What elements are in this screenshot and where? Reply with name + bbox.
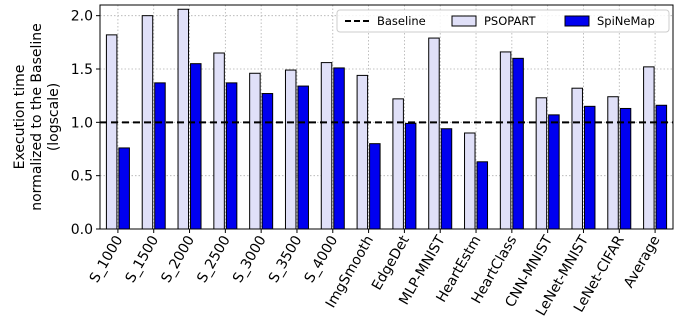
x-tick-label: S_1500 <box>123 233 163 286</box>
x-tick-label: S_3500 <box>266 233 306 286</box>
bar-psopart-s_4000 <box>320 62 333 230</box>
y-axis-title-line: normalized to the Baseline <box>29 23 45 211</box>
bar-psopart-s_2000 <box>177 8 190 230</box>
bar-psopart-lenet-mnist <box>571 87 583 230</box>
bar-psopart-s_3000 <box>249 72 261 230</box>
bar-spinemap-s_3500 <box>297 85 309 230</box>
x-tick-label: S_4000 <box>302 233 342 286</box>
y-ticks: 0.0 0.5 1.0 1.5 2.0 <box>71 9 100 238</box>
bar-spinemap-s_1000 <box>118 147 130 230</box>
bar-spinemap-cnn-mnist <box>548 114 560 230</box>
bar-spinemap-s_2500 <box>225 82 238 230</box>
bar-psopart-imgsmooth <box>356 74 369 230</box>
bar-spinemap-s_1500 <box>154 82 166 230</box>
y-axis-title-line: (logscale) <box>46 83 62 151</box>
x-tick-label: S_2000 <box>158 233 198 286</box>
bar-psopart-s_2500 <box>213 52 225 230</box>
plot-frame <box>99 4 674 230</box>
legend-psopart-label: PSOPART <box>484 14 537 28</box>
bar-spinemap-average <box>655 104 668 230</box>
bar-spinemap-imgsmooth <box>369 143 381 230</box>
y-tick-label: 1.5 <box>71 62 93 78</box>
bar-spinemap-mlp-mnist <box>440 128 453 230</box>
bar-psopart-s_1000 <box>105 34 118 230</box>
bar-psopart-lenet-cifar <box>607 96 619 230</box>
bar-psopart-mlp-mnist <box>428 37 440 230</box>
bar-spinemap-s_2000 <box>190 63 202 230</box>
bar-psopart-cnn-mnist <box>535 97 548 230</box>
bars <box>105 8 668 230</box>
y-axis-title: Execution time normalized to the Baseline… <box>12 23 62 211</box>
bar-spinemap-s_3000 <box>261 93 274 230</box>
bar-psopart-s_3500 <box>284 69 297 230</box>
bar-spinemap-edgedet <box>404 122 417 230</box>
y-axis-title-line: Execution time <box>12 65 28 170</box>
bar-spinemap-heartclass <box>512 57 524 230</box>
x-tick-label: S_2500 <box>194 233 234 286</box>
legend-psopart-swatch <box>451 15 477 27</box>
legend: Baseline PSOPART SpiNeMap <box>336 9 670 33</box>
bar-psopart-heartclass <box>499 51 512 230</box>
bar-spinemap-s_4000 <box>333 67 345 230</box>
bar-psopart-heartestm <box>464 132 476 230</box>
bar-spinemap-lenet-cifar <box>619 107 632 230</box>
legend-spinemap-label: SpiNeMap <box>597 14 655 28</box>
y-tick-label: 0.0 <box>71 222 93 238</box>
y-tick-label: 0.5 <box>71 169 93 185</box>
bar-psopart-edgedet <box>392 98 404 230</box>
bar-spinemap-heartestm <box>476 161 489 230</box>
x-tick-label: S_3000 <box>230 233 270 286</box>
y-tick-label: 2.0 <box>71 9 93 25</box>
bar-spinemap-lenet-mnist <box>583 105 596 230</box>
x-ticks: S_1000S_1500S_2000S_2500S_3000S_3500S_40… <box>87 229 664 319</box>
x-tick-label: S_1000 <box>87 233 127 286</box>
legend-spinemap-swatch <box>564 15 590 27</box>
bar-psopart-average <box>643 66 655 230</box>
legend-baseline-label: Baseline <box>377 14 426 28</box>
y-tick-label: 1.0 <box>71 115 93 131</box>
